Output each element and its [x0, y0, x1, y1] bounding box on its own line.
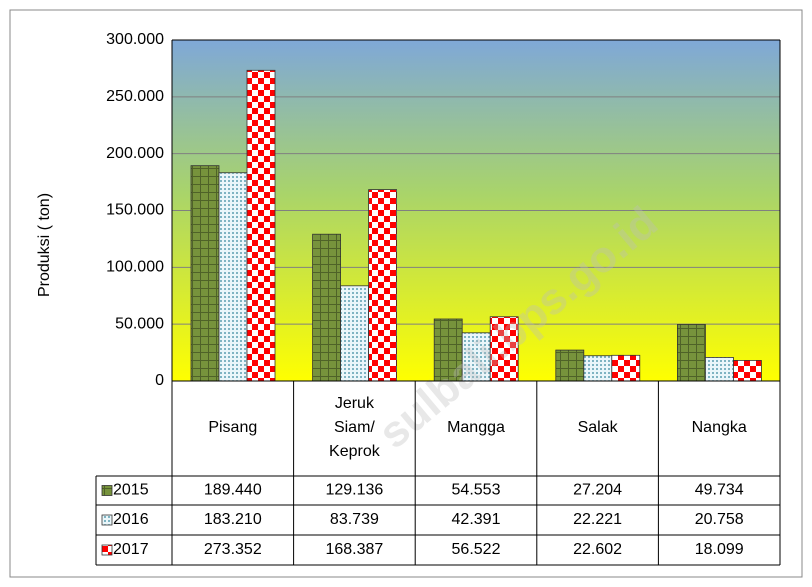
- data-label: 27.204: [573, 482, 622, 499]
- data-label: 83.739: [330, 511, 379, 528]
- bar: [218, 172, 248, 382]
- y-tick-label: 150.000: [106, 202, 164, 219]
- bar: [312, 233, 342, 382]
- y-tick-label: 200.000: [106, 145, 164, 162]
- x-tick-label: Nangka: [692, 419, 747, 436]
- legend-label: 2017: [113, 541, 149, 558]
- data-label: 22.221: [573, 511, 622, 528]
- bar: [489, 316, 519, 382]
- bar: [190, 165, 220, 382]
- data-label: 168.387: [325, 541, 383, 558]
- data-label: 18.099: [695, 541, 744, 558]
- data-label: 54.553: [452, 482, 501, 499]
- y-tick-label: 100.000: [106, 259, 164, 276]
- x-tick-label: Mangga: [447, 419, 505, 436]
- data-label: 273.352: [204, 541, 262, 558]
- legend-label: 2016: [113, 511, 149, 528]
- bar: [733, 360, 762, 382]
- frame: [9, 9, 803, 578]
- bar: [461, 332, 491, 382]
- data-label: 189.440: [204, 482, 262, 499]
- x-tick-label: Pisang: [208, 419, 257, 436]
- bar: [705, 357, 734, 382]
- y-tick-label: 250.000: [106, 88, 164, 105]
- legend-key: [101, 514, 113, 526]
- bar: [555, 349, 585, 382]
- data-label: 20.758: [695, 511, 744, 528]
- bar: [368, 189, 398, 382]
- y-tick-label: 50.000: [115, 315, 164, 332]
- x-tick-label: Jeruk Siam/Keprok: [329, 395, 381, 460]
- data-label: 49.734: [695, 482, 744, 499]
- y-axis-title: Produksi ( ton): [36, 193, 53, 297]
- legend-key: [101, 544, 113, 556]
- y-tick-label: 0: [155, 372, 164, 389]
- bar: [246, 69, 276, 382]
- legend-key: [101, 485, 113, 496]
- bar: [340, 285, 370, 382]
- y-tick-label: 300.000: [106, 31, 164, 48]
- data-label: 42.391: [452, 511, 501, 528]
- data-label: 22.602: [573, 541, 622, 558]
- x-tick-label: Salak: [578, 419, 619, 436]
- bar: [583, 355, 613, 382]
- data-label: 183.210: [204, 511, 262, 528]
- bar: [611, 354, 641, 382]
- data-label: 129.136: [325, 482, 383, 499]
- bar: [677, 324, 706, 382]
- data-label: 56.522: [452, 541, 501, 558]
- bar: [433, 318, 463, 382]
- legend-label: 2015: [113, 482, 149, 499]
